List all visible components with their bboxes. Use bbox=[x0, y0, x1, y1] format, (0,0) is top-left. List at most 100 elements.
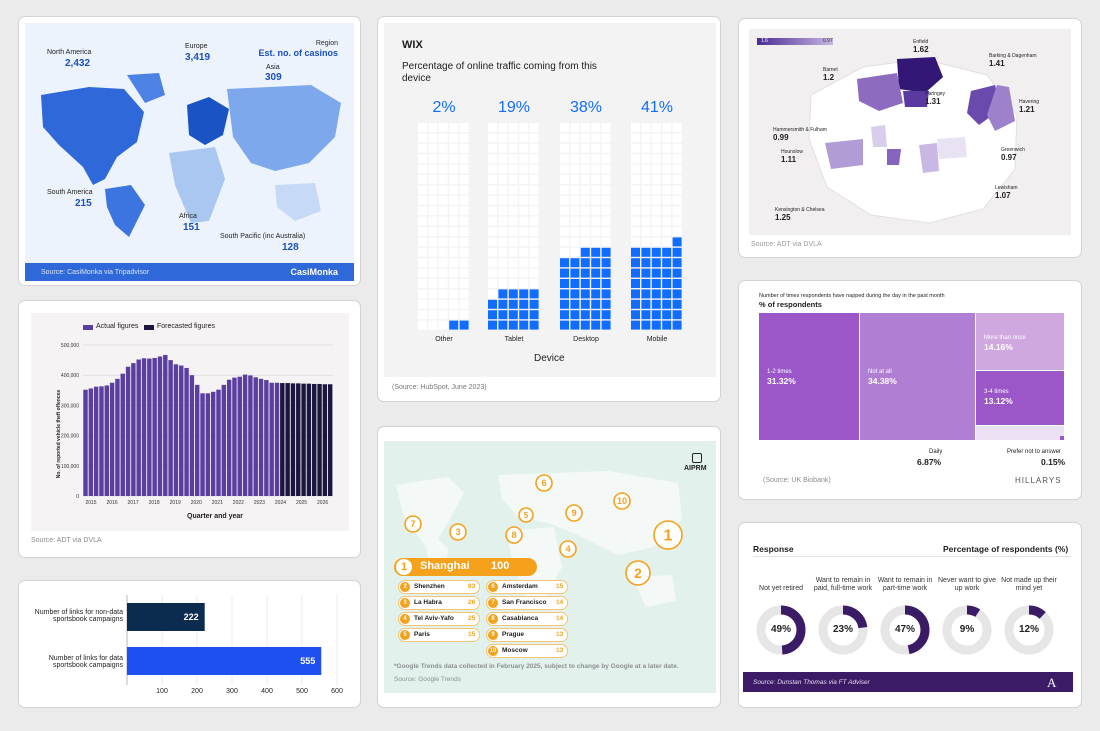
waffle-cell bbox=[519, 154, 529, 164]
waffle-cell bbox=[651, 247, 661, 257]
wix-category-label: Mobile bbox=[647, 336, 668, 343]
waffle-cell bbox=[560, 258, 569, 268]
theft-bar bbox=[109, 382, 115, 496]
waffle-cell bbox=[601, 279, 611, 288]
waffle-cell bbox=[459, 299, 469, 309]
waffle-cell bbox=[428, 279, 438, 288]
treemap-cell bbox=[976, 426, 1064, 440]
casimonka-logo: CasiMonka bbox=[290, 267, 338, 277]
waffle-cell bbox=[570, 185, 580, 195]
waffle-cell bbox=[498, 175, 508, 184]
theft-bar bbox=[147, 358, 152, 496]
waffle-cell bbox=[438, 258, 448, 268]
treemap-cell bbox=[976, 371, 1064, 425]
waffle-cell bbox=[459, 164, 469, 174]
waffle-cell bbox=[449, 175, 459, 184]
waffle-cell bbox=[591, 279, 601, 288]
waffle-cell bbox=[428, 154, 438, 164]
waffle-cell bbox=[449, 268, 459, 278]
waffle-cell bbox=[418, 185, 427, 195]
waffle-cell bbox=[641, 289, 651, 299]
theft-bar bbox=[226, 379, 232, 496]
city-value: 13 bbox=[556, 647, 564, 654]
borough-name: Barking & Dagenham bbox=[989, 53, 1037, 59]
waffle-cell bbox=[662, 247, 672, 257]
top-city-name: Shanghai bbox=[420, 560, 470, 572]
theft-xtick: 2016 bbox=[106, 500, 117, 506]
waffle-cell bbox=[591, 143, 601, 153]
waffle-cell bbox=[662, 216, 672, 226]
waffle-cell bbox=[631, 247, 640, 257]
waffle-cell bbox=[488, 299, 497, 309]
waffle-cell bbox=[529, 154, 539, 164]
waffle-cell bbox=[601, 216, 611, 226]
nap-daily-label: Daily bbox=[929, 449, 943, 455]
sports-bar bbox=[127, 603, 205, 631]
waffle-cell bbox=[560, 206, 569, 216]
waffle-cell bbox=[672, 279, 682, 288]
waffle-cell bbox=[570, 299, 580, 309]
borough-name: Enfield bbox=[913, 39, 929, 45]
theft-ytick: 0 bbox=[76, 494, 79, 500]
waffle-cell bbox=[662, 258, 672, 268]
waffle-cell bbox=[529, 258, 539, 268]
waffle-cell bbox=[591, 237, 601, 247]
waffle-cell bbox=[591, 164, 601, 174]
waffle-cell bbox=[529, 195, 539, 205]
borough-kensington bbox=[887, 149, 901, 165]
waffle-cell bbox=[570, 143, 580, 153]
waffle-cell bbox=[529, 133, 539, 143]
waffle-cell bbox=[449, 247, 459, 257]
waffle-cell bbox=[570, 289, 580, 299]
waffle-cell bbox=[519, 227, 529, 236]
waffle-cell bbox=[488, 310, 497, 320]
waffle-cell bbox=[631, 310, 640, 320]
waffle-cell bbox=[418, 206, 427, 216]
waffle-cell bbox=[488, 247, 497, 257]
borough-name: Barnet bbox=[823, 67, 838, 73]
waffle-cell bbox=[418, 164, 427, 174]
waffle-cell bbox=[498, 185, 508, 195]
north-america-shape bbox=[41, 87, 144, 185]
waffle-cell bbox=[519, 206, 529, 216]
waffle-cell bbox=[560, 164, 569, 174]
scale-max-label: 0.97 bbox=[823, 38, 833, 44]
theft-bar bbox=[93, 386, 99, 496]
waffle-cell bbox=[570, 247, 580, 257]
waffle-cell bbox=[662, 185, 672, 195]
waffle-cell bbox=[508, 299, 518, 309]
city-marker bbox=[535, 474, 553, 492]
waffle-cell bbox=[580, 154, 590, 164]
waffle-cell bbox=[651, 123, 661, 132]
waffle-cell bbox=[438, 279, 448, 288]
waffle-cell bbox=[428, 185, 438, 195]
city-pill bbox=[398, 628, 480, 642]
waffle-cell bbox=[488, 289, 497, 299]
nap-subtitle: Number of times respondents have napped … bbox=[759, 293, 945, 299]
treemap-cell-value: 13.12% bbox=[984, 396, 1013, 406]
waffle-cell bbox=[449, 258, 459, 268]
wix-category-label: Desktop bbox=[573, 336, 599, 343]
city-rank: 10 bbox=[488, 646, 498, 656]
waffle-cell bbox=[601, 195, 611, 205]
waffle-cell bbox=[641, 175, 651, 184]
waffle-cell bbox=[459, 133, 469, 143]
waffle-cell bbox=[560, 299, 569, 309]
waffle-cell bbox=[438, 320, 448, 330]
waffle-cell bbox=[529, 185, 539, 195]
waffle-cell bbox=[519, 216, 529, 226]
theft-bar bbox=[200, 393, 205, 496]
waffle-cell bbox=[529, 299, 539, 309]
waffle-cell bbox=[438, 310, 448, 320]
waffle-cell bbox=[651, 206, 661, 216]
waffle-cell bbox=[508, 185, 518, 195]
theft-bar bbox=[221, 384, 227, 496]
city-name: Casablanca bbox=[502, 615, 539, 622]
waffle-cell bbox=[672, 299, 682, 309]
waffle-cell bbox=[570, 227, 580, 236]
waffle-cell bbox=[651, 133, 661, 143]
waffle-cell bbox=[570, 133, 580, 143]
waffle-cell bbox=[438, 299, 448, 309]
waffle-cell bbox=[438, 268, 448, 278]
waffle-cell bbox=[449, 320, 459, 330]
